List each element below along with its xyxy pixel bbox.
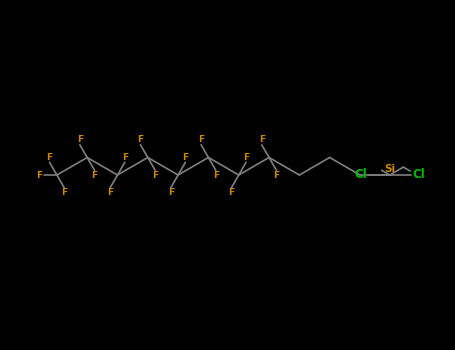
Text: F: F (61, 188, 67, 197)
Text: F: F (258, 135, 265, 144)
Text: F: F (182, 153, 188, 162)
Text: F: F (198, 135, 204, 144)
Text: F: F (243, 153, 249, 162)
Text: F: F (152, 171, 158, 180)
Text: F: F (213, 171, 219, 180)
Text: F: F (137, 135, 143, 144)
Text: F: F (77, 135, 83, 144)
Text: F: F (46, 153, 53, 162)
Text: F: F (107, 188, 113, 197)
Text: F: F (122, 153, 128, 162)
Text: Si: Si (384, 164, 395, 174)
Text: Cl: Cl (413, 168, 425, 182)
Text: F: F (91, 171, 97, 180)
Text: F: F (228, 188, 234, 197)
Text: Cl: Cl (354, 168, 367, 182)
Text: F: F (35, 170, 42, 180)
Text: F: F (273, 171, 279, 180)
Text: F: F (168, 188, 174, 197)
